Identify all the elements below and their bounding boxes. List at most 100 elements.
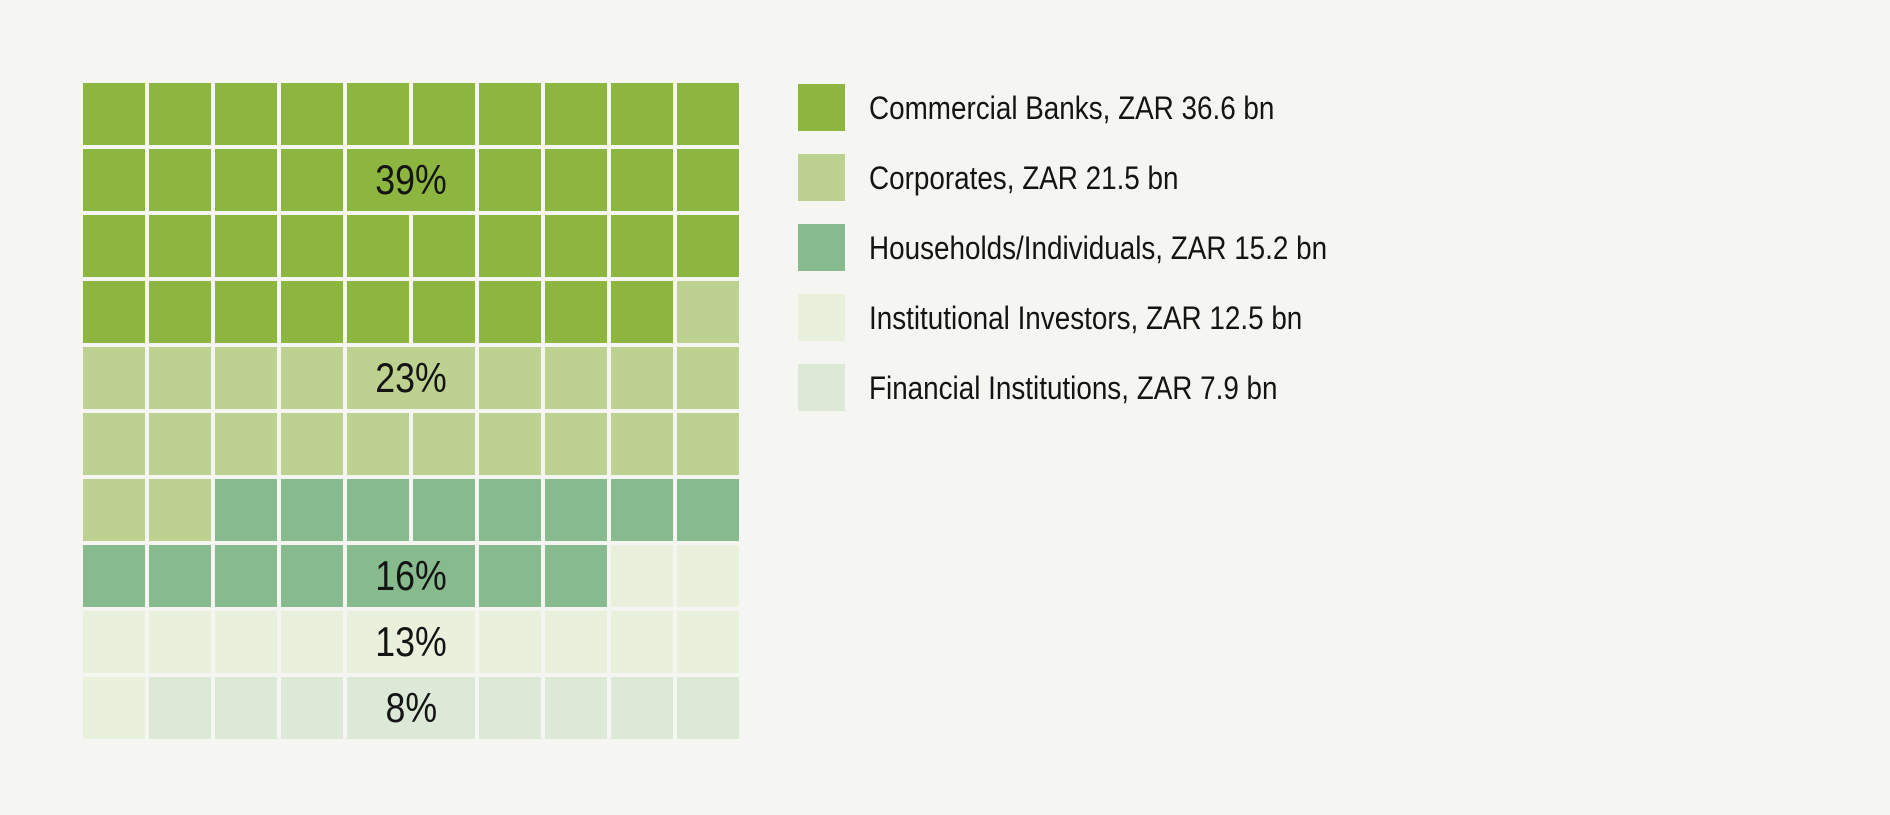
waffle-cell-labeled-households: 16% — [347, 545, 475, 607]
waffle-chart-grid: 39% 23% 16% 13% 8% — [83, 83, 739, 739]
waffle-cell-corporates — [215, 413, 277, 475]
waffle-cell-households — [611, 479, 673, 541]
waffle-cell-corporates — [215, 347, 277, 409]
waffle-cell-households — [281, 545, 343, 607]
legend-label: Households/Individuals, ZAR 15.2 bn — [869, 229, 1328, 266]
waffle-cell-commercial — [215, 83, 277, 145]
waffle-cell-commercial — [611, 83, 673, 145]
waffle-cell-institutional — [281, 611, 343, 673]
legend-label: Financial Institutions, ZAR 7.9 bn — [869, 369, 1278, 406]
legend-label: Corporates, ZAR 21.5 bn — [869, 159, 1179, 196]
waffle-cell-corporates — [677, 281, 739, 343]
waffle-cell-corporates — [83, 413, 145, 475]
percent-label: 8% — [385, 684, 437, 731]
waffle-cell-commercial — [149, 149, 211, 211]
waffle-cell-corporates — [611, 347, 673, 409]
waffle-cell-commercial — [479, 149, 541, 211]
waffle-cell-households — [149, 545, 211, 607]
waffle-cell-commercial — [281, 149, 343, 211]
waffle-cell-labeled-commercial: 39% — [347, 149, 475, 211]
waffle-cell-institutional — [677, 545, 739, 607]
waffle-cell-corporates — [149, 347, 211, 409]
waffle-cell-commercial — [545, 83, 607, 145]
waffle-cell-commercial — [83, 149, 145, 211]
waffle-cell-financial — [281, 677, 343, 739]
legend-item-institutional: Institutional Investors, ZAR 12.5 bn — [798, 294, 1396, 341]
waffle-cell-commercial — [611, 281, 673, 343]
legend-item-commercial: Commercial Banks, ZAR 36.6 bn — [798, 84, 1396, 131]
waffle-cell-commercial — [149, 83, 211, 145]
waffle-cell-commercial — [281, 83, 343, 145]
waffle-cell-commercial — [347, 83, 409, 145]
legend-item-corporates: Corporates, ZAR 21.5 bn — [798, 154, 1396, 201]
waffle-cell-commercial — [215, 149, 277, 211]
waffle-cell-commercial — [413, 281, 475, 343]
waffle-cell-institutional — [83, 611, 145, 673]
waffle-cell-households — [215, 479, 277, 541]
waffle-cell-corporates — [677, 347, 739, 409]
waffle-cell-commercial — [545, 215, 607, 277]
waffle-cell-financial — [545, 677, 607, 739]
waffle-cell-corporates — [545, 413, 607, 475]
waffle-cell-commercial — [611, 215, 673, 277]
waffle-cell-corporates — [545, 347, 607, 409]
waffle-cell-labeled-corporates: 23% — [347, 347, 475, 409]
waffle-cell-institutional — [677, 611, 739, 673]
waffle-cell-corporates — [83, 479, 145, 541]
waffle-cell-households — [215, 545, 277, 607]
waffle-cell-households — [479, 545, 541, 607]
legend-swatch-institutional — [798, 294, 845, 341]
waffle-cell-financial — [479, 677, 541, 739]
legend-swatch-financial — [798, 364, 845, 411]
waffle-cell-households — [281, 479, 343, 541]
legend-item-households: Households/Individuals, ZAR 15.2 bn — [798, 224, 1396, 271]
waffle-cell-institutional — [215, 611, 277, 673]
waffle-cell-institutional — [479, 611, 541, 673]
waffle-cell-corporates — [677, 413, 739, 475]
waffle-cell-institutional — [611, 545, 673, 607]
legend-label: Institutional Investors, ZAR 12.5 bn — [869, 299, 1303, 336]
waffle-cell-labeled-institutional: 13% — [347, 611, 475, 673]
waffle-cell-households — [413, 479, 475, 541]
waffle-cell-commercial — [83, 83, 145, 145]
legend-swatch-households — [798, 224, 845, 271]
waffle-cell-households — [545, 545, 607, 607]
waffle-cell-commercial — [281, 281, 343, 343]
waffle-cell-commercial — [545, 281, 607, 343]
waffle-cell-financial — [677, 677, 739, 739]
waffle-cell-commercial — [149, 281, 211, 343]
waffle-cell-financial — [215, 677, 277, 739]
waffle-cell-labeled-financial: 8% — [347, 677, 475, 739]
waffle-cell-corporates — [149, 479, 211, 541]
waffle-cell-institutional — [545, 611, 607, 673]
waffle-cell-financial — [611, 677, 673, 739]
waffle-cell-commercial — [281, 215, 343, 277]
legend-swatch-commercial — [798, 84, 845, 131]
waffle-cell-corporates — [281, 413, 343, 475]
waffle-cell-households — [545, 479, 607, 541]
legend: Commercial Banks, ZAR 36.6 bn Corporates,… — [798, 84, 1396, 411]
waffle-cell-households — [83, 545, 145, 607]
waffle-cell-corporates — [347, 413, 409, 475]
waffle-cell-institutional — [611, 611, 673, 673]
waffle-cell-commercial — [215, 281, 277, 343]
waffle-cell-commercial — [545, 149, 607, 211]
waffle-cell-corporates — [413, 413, 475, 475]
waffle-cell-corporates — [83, 347, 145, 409]
percent-label: 13% — [375, 618, 447, 665]
waffle-cell-commercial — [479, 281, 541, 343]
waffle-cell-commercial — [611, 149, 673, 211]
waffle-cell-commercial — [479, 83, 541, 145]
waffle-cell-corporates — [611, 413, 673, 475]
waffle-cell-commercial — [677, 215, 739, 277]
waffle-cell-corporates — [479, 347, 541, 409]
waffle-cell-commercial — [677, 83, 739, 145]
waffle-cell-commercial — [83, 281, 145, 343]
waffle-cell-corporates — [149, 413, 211, 475]
waffle-cell-commercial — [413, 215, 475, 277]
waffle-cell-commercial — [83, 215, 145, 277]
waffle-cell-commercial — [149, 215, 211, 277]
percent-label: 16% — [375, 552, 447, 599]
waffle-cell-households — [479, 479, 541, 541]
waffle-cell-financial — [149, 677, 211, 739]
